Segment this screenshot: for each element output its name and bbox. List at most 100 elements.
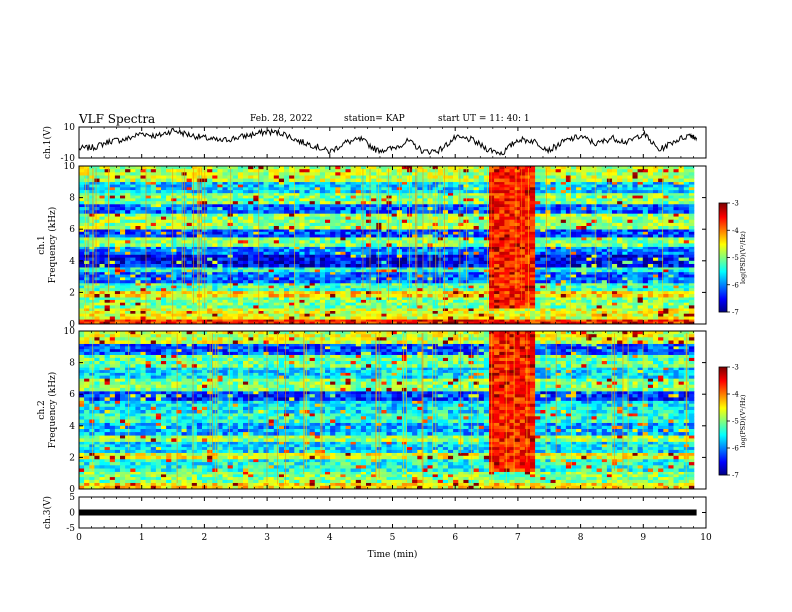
ch1-spec-cell: [120, 243, 126, 247]
ch1-spec-cell: [109, 249, 116, 253]
ch1-spec-cell: [606, 311, 613, 315]
ch1-spec-cell: [596, 267, 603, 270]
ch1-spec-cell: [555, 251, 562, 255]
ch1-spec-cell: [212, 269, 218, 273]
ch1-spec-cell: [381, 222, 387, 227]
ch1-spec-cell: [253, 216, 259, 221]
ch1-spec-cell: [366, 254, 372, 258]
ch1-spec-cell: [258, 222, 264, 227]
ch1-spec-cell: [540, 251, 546, 255]
ch1-spec-cell: [386, 222, 392, 227]
ch1-spec-cell: [366, 290, 372, 295]
ch1-spec-cell: [463, 280, 469, 284]
ch1-spec-cell: [345, 316, 351, 320]
ch1-spec-cell: [483, 311, 490, 315]
ch1-spec-cell: [155, 277, 162, 281]
ch1-spec-cell: [366, 246, 372, 250]
ch1-spec-cell: [535, 240, 541, 244]
ch1-spec-cell: [596, 311, 603, 315]
ch1-spec-cell: [658, 203, 664, 208]
ch1-spec-cell: [227, 274, 234, 278]
ch1-spec-cell: [494, 277, 500, 281]
ch1-spec-cell: [545, 321, 551, 325]
ch1-spec-cell: [243, 249, 249, 253]
ch1-spec-cell: [519, 246, 526, 250]
ch1-spec-cell: [125, 282, 131, 286]
ch1-spec-cell: [355, 280, 362, 284]
ch1-spec-cell: [499, 237, 505, 241]
ch1-spec-cell: [642, 277, 649, 281]
ch1-spec-cell: [683, 264, 690, 268]
ch1-spec-cell: [417, 213, 423, 217]
ch1-spec-cell: [248, 308, 254, 312]
ch1-spec-cell: [79, 280, 85, 284]
ch1-spec-cell: [453, 246, 459, 250]
ch1-spec-cell: [181, 257, 187, 262]
ch1-spec-cell: [591, 313, 597, 317]
ch1-spec-cell: [678, 246, 685, 250]
ch1-spec-cell: [222, 299, 228, 303]
ch1-spec-cell: [596, 285, 603, 289]
ch1-spec-cell: [673, 305, 679, 309]
ch1-spec-cell: [606, 251, 613, 255]
ch1-spec-cell: [617, 243, 623, 247]
ch1-spec-cell: [278, 222, 285, 227]
ch1-spec-cell: [442, 251, 449, 255]
ch1-spec-cell: [509, 254, 515, 258]
ch1-spec-cell: [376, 229, 382, 233]
ch1-spec-cell: [232, 290, 239, 295]
ch1-spec-cell: [540, 222, 546, 227]
ch1-spec-cell: [150, 251, 157, 255]
ch1-spec-cell: [176, 222, 182, 227]
ch1-spec-cell: [207, 229, 213, 233]
ch1-spec-cell: [366, 222, 372, 227]
ch1-spec-cell: [540, 267, 546, 270]
ch1-spec-cell: [524, 280, 531, 284]
ch1-spec-cell: [243, 251, 249, 255]
ch1-spec-cell: [632, 285, 638, 289]
ch1-spec-cell: [627, 269, 633, 273]
ch1-spec-cell: [263, 294, 269, 298]
ch1-spec-cell: [442, 316, 449, 320]
ch1-spec-cell: [632, 203, 638, 208]
ch1-spec-cell: [130, 207, 136, 211]
ch1-spec-cell: [268, 302, 275, 306]
ch1-spec-cell: [345, 229, 351, 233]
ch1-spec-cell: [289, 274, 295, 278]
ch1-spec-cell: [499, 240, 505, 244]
ch1-spec-cell: [463, 251, 469, 255]
ch1-spec-cell: [176, 305, 182, 309]
ch1-spec-cell: [130, 213, 136, 217]
ch1-spec-cell: [463, 216, 469, 221]
ch1-spec-cell: [442, 313, 449, 317]
ch1-spec-cell: [350, 226, 357, 230]
ch1-spec-cell: [632, 237, 638, 241]
ch1-spec-cell: [489, 267, 495, 270]
ch1-spec-cell: [186, 302, 193, 306]
ch1-spec-cell: [581, 237, 587, 241]
ch1-spec-cell: [540, 254, 546, 258]
ch1-spec-cell: [217, 216, 223, 221]
ch1-spec-cell: [222, 271, 228, 275]
ch1-spec-cell: [478, 257, 485, 262]
ch1-spec-cell: [125, 254, 131, 258]
ch1-spec-cell: [391, 254, 398, 258]
ch1-spec-cell: [181, 288, 187, 292]
ch1-spec-cell: [304, 213, 310, 217]
ch1-spec-cell: [524, 237, 531, 241]
ch1-spec-cell: [263, 254, 269, 258]
ch1-spec-cell: [473, 271, 480, 275]
ch1-spec-cell: [120, 267, 126, 270]
ch1-spec-cell: [473, 260, 480, 265]
ch1-spec-cell: [627, 288, 633, 292]
ch1-spec-cell: [181, 302, 187, 306]
ch1-spec-cell: [171, 219, 177, 224]
ch1-spec-cell: [181, 269, 187, 273]
ch1-spec-cell: [237, 305, 244, 309]
ch1-spec-cell: [248, 229, 254, 233]
ch1-spec-cell: [294, 246, 300, 250]
ch1-spec-cell: [458, 254, 464, 258]
ch1-spec-cell: [688, 311, 695, 315]
ch1-spec-cell: [417, 254, 423, 258]
ch1-spec-cell: [109, 297, 116, 301]
